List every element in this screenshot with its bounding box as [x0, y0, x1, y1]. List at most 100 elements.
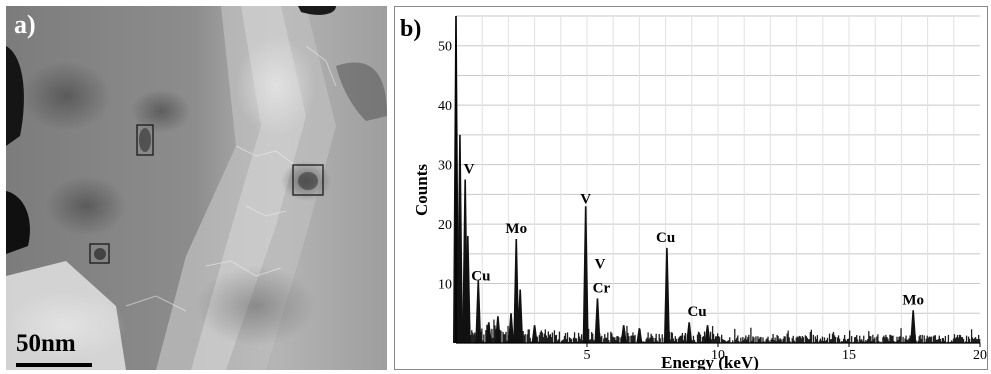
- spectrum-bar-background: [886, 336, 888, 343]
- spectrum-bar-background: [482, 340, 484, 343]
- spectrum-bar-background: [527, 329, 529, 343]
- spectrum-bar-background: [823, 337, 826, 343]
- spectrum-bar-background: [716, 333, 719, 343]
- spectrum-peak: [663, 247, 670, 343]
- spectrum-bar-background: [855, 336, 857, 343]
- spectrum-bar-background: [697, 331, 700, 343]
- spectrum-bar-background: [703, 331, 706, 343]
- spectrum-bar-background: [561, 340, 564, 343]
- spectrum-bar-background: [755, 336, 757, 343]
- spectrum-bar-background: [545, 335, 547, 343]
- spectrum-peak: [475, 280, 482, 343]
- spectrum-bar-background: [679, 335, 682, 343]
- spectrum-bar-background: [481, 328, 483, 343]
- y-tick-label: 40: [438, 99, 452, 114]
- spectrum-bar-background: [750, 327, 752, 343]
- spectrum-bar-background: [857, 339, 859, 343]
- peak-annotation: V: [595, 257, 606, 273]
- spectrum-bar-background: [814, 336, 817, 343]
- spectrum-bar-background: [546, 337, 548, 343]
- spectrum-bar-background: [965, 335, 968, 343]
- spectrum-bar-background: [899, 336, 901, 343]
- y-tick-label: 30: [438, 159, 452, 174]
- spectrum-bar-background: [895, 341, 897, 343]
- spectrum-bar-background: [903, 341, 905, 343]
- spectrum-bar-background: [631, 335, 633, 343]
- spectrum-bar-background: [618, 337, 620, 343]
- spectrum-bar-background: [975, 338, 978, 343]
- spectrum-bar-background: [601, 335, 603, 343]
- spectrum-bar-background: [712, 333, 715, 343]
- spectrum-bar-background: [548, 335, 551, 343]
- spectrum-bar-background: [844, 339, 847, 343]
- spectrum-bar-background: [822, 340, 825, 343]
- spectrum-bar-background: [616, 336, 618, 343]
- tick-labels: 10 20 30 40 50 5 10 15 20: [438, 40, 987, 363]
- spectrum-bar-background: [652, 337, 654, 343]
- spectrum-bar-background: [792, 335, 794, 343]
- spectrum-peak: [686, 322, 693, 343]
- spectrum-bar-background: [770, 339, 772, 343]
- spectrum-bar-background: [787, 330, 789, 343]
- spectrum-bar-background: [892, 335, 894, 343]
- spectrum-bar-background: [950, 340, 953, 343]
- spectrum-bar-background: [737, 335, 739, 343]
- spectrum-bar-background: [741, 341, 743, 343]
- spectrum-bar-background: [682, 340, 685, 343]
- spectrum-bar-background: [570, 339, 573, 343]
- spectrum-bar-background: [558, 331, 561, 343]
- spectrum-bar-background: [612, 336, 614, 343]
- spectrum-peak: [508, 313, 515, 343]
- spectrum-bar-background: [926, 335, 928, 343]
- spectrum-bar-background: [502, 331, 504, 343]
- spectrum-bar-background: [933, 335, 935, 343]
- spectrum-bar-background: [574, 338, 577, 343]
- x-tick-label: 10: [711, 348, 725, 363]
- spectrum-bar-background: [702, 336, 705, 343]
- spectrum-bar-background: [577, 332, 580, 343]
- x-tick-label: 20: [973, 348, 987, 363]
- micrograph-panel: a) 50nm: [6, 6, 387, 370]
- spectrum-bar-background: [925, 338, 927, 343]
- spectrum-bar-background: [833, 335, 836, 343]
- spectrum-bar-background: [723, 339, 725, 343]
- spectrum-bar-background: [766, 338, 768, 343]
- spectrum-bar-background: [620, 337, 622, 343]
- spectrum-bar-background: [978, 339, 981, 343]
- peak-annotation: V: [464, 162, 475, 178]
- spectrum-bar-background: [542, 337, 544, 343]
- spectrum-bar-background: [522, 331, 524, 343]
- spectrum-bar-background: [726, 341, 728, 343]
- spectrum-bar-background: [818, 340, 821, 343]
- spectrum-bar-background: [751, 340, 753, 343]
- spectrum-bar-background: [492, 337, 494, 343]
- scale-bar-label: 50nm: [16, 330, 76, 357]
- spectrum-bar-background: [736, 337, 738, 343]
- peak-annotation: Cu: [471, 269, 490, 285]
- y-tick-label: 50: [438, 40, 452, 55]
- spectrum-bar-background: [670, 332, 672, 343]
- spectrum-bar-background: [959, 335, 962, 343]
- spectrum-bar-background: [877, 334, 879, 343]
- spectrum-bar-background: [884, 337, 886, 343]
- spectrum-bar-background: [804, 335, 806, 343]
- spectrum-bar-background: [801, 336, 803, 343]
- particle-marker-2: [292, 164, 324, 196]
- spectrum-bar-background: [553, 330, 556, 343]
- spectrum-bar-background: [784, 336, 786, 343]
- spectrum-bar-background: [941, 338, 944, 343]
- spectrum-bar-background: [485, 330, 487, 343]
- spectrum-bar-background: [505, 331, 507, 343]
- spectrum-bar-background: [722, 339, 724, 343]
- spectrum-bar-background: [832, 331, 835, 343]
- spectrum-bar-background: [838, 338, 841, 343]
- spectrum-bar-background: [874, 337, 876, 343]
- spectrum-bar-background: [541, 332, 543, 343]
- spectrum-bar-background: [555, 334, 558, 343]
- spectrum-bar-background: [576, 341, 579, 343]
- spectrum-bar-background: [628, 336, 630, 343]
- spectrum-bar-background: [634, 334, 636, 343]
- spectrum-bar-background: [711, 326, 714, 343]
- spectrum-bar-background: [529, 337, 531, 343]
- spectrum-bar-background: [831, 333, 834, 343]
